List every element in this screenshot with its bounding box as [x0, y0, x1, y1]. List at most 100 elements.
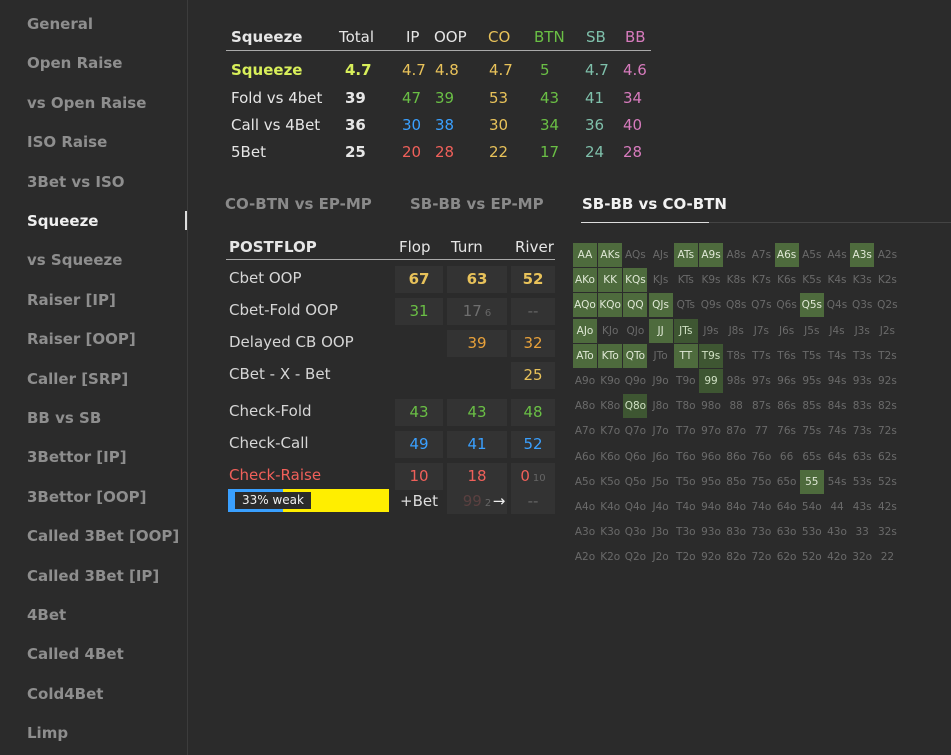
hand-cell: T9s	[699, 343, 723, 368]
sidebar-item-open-raise[interactable]: Open Raise	[27, 54, 123, 73]
active-tab-underline	[581, 222, 709, 223]
postflop-value: 48	[523, 403, 543, 421]
summary-value: 4.6	[623, 61, 647, 79]
summary-header-ip: IP	[406, 28, 420, 46]
postflop-value: 25	[523, 366, 543, 384]
hand-cell: A9o	[574, 375, 596, 387]
hand-cell: K2o	[600, 551, 621, 564]
hand-cell: 62s	[877, 450, 897, 463]
postflop-cell-turn: 43	[447, 399, 507, 426]
hand-cell: TT	[673, 343, 698, 368]
summary-value: 28	[623, 143, 643, 161]
sidebar-item-caller-srp[interactable]: Caller [SRP]	[27, 369, 129, 388]
hand-cell: Q5s	[799, 293, 824, 318]
postflop-value: 0	[520, 467, 530, 485]
sidebar-item-squeeze[interactable]: Squeeze	[27, 212, 99, 230]
summary-value: 34	[540, 116, 560, 134]
sidebar-item-called-3bet-oop[interactable]: Called 3Bet [OOP]	[27, 527, 180, 546]
hand-cell: 43o	[827, 526, 847, 539]
bet-river-cell: --	[511, 488, 555, 514]
hand-cell: K6s	[777, 274, 797, 287]
sidebar-item-3bet-vs-iso[interactable]: 3Bet vs ISO	[27, 172, 125, 191]
hand-cell: 85s	[802, 400, 822, 413]
hand-cell: 74o	[751, 501, 772, 513]
hand-cell: JTs	[673, 318, 698, 343]
hand-cell: AKo	[573, 268, 597, 293]
hand-cell: 42s	[877, 501, 897, 513]
hand-cell: 32o	[852, 551, 873, 564]
sidebar-item-cold4bet[interactable]: Cold4Bet	[27, 684, 104, 703]
hand-cell: T8o	[676, 400, 696, 413]
postflop-header-flop: Flop	[399, 238, 431, 256]
hand-cell: K5o	[600, 475, 621, 488]
summary-value: 38	[435, 116, 455, 134]
postflop-cell-flop: 67	[395, 266, 443, 293]
postflop-row-label: Delayed CB OOP	[229, 333, 354, 351]
sidebar-item-limp[interactable]: Limp	[27, 724, 69, 743]
sidebar-item-vs-open-raise[interactable]: vs Open Raise	[27, 93, 147, 112]
hand-cell: Q8o	[623, 394, 648, 419]
postflop-value: 52	[523, 435, 543, 453]
postflop-cell-turn: 18	[447, 463, 507, 490]
hand-cell: 53o	[801, 526, 822, 539]
hand-cell: 66	[779, 450, 794, 463]
summary-header-squeeze: Squeeze	[231, 28, 303, 46]
hand-cell: 96o	[701, 450, 721, 463]
hand-cell: K4o	[600, 501, 621, 513]
bet-label: +Bet	[400, 492, 438, 510]
summary-value: 39	[345, 89, 366, 107]
hand-cell: 87o	[726, 425, 747, 438]
tab-sb-bb-vs-ep-mp[interactable]: SB-BB vs EP-MP	[410, 195, 544, 213]
hand-cell: J7s	[753, 324, 770, 337]
sidebar-item-called-3bet-ip[interactable]: Called 3Bet [IP]	[27, 566, 160, 585]
hand-cell: T6o	[676, 450, 696, 463]
tab-co-btn-vs-ep-mp[interactable]: CO-BTN vs EP-MP	[225, 195, 372, 213]
sidebar-item-raiser-oop[interactable]: Raiser [OOP]	[27, 330, 136, 349]
hand-cell: JJ	[648, 318, 673, 343]
sidebar-item-4bet[interactable]: 4Bet	[27, 606, 67, 624]
summary-value: 41	[585, 89, 605, 107]
hand-cell: KJs	[652, 274, 669, 287]
hand-cell: K2s	[877, 274, 897, 287]
sidebar-item-vs-squeeze[interactable]: vs Squeeze	[27, 251, 123, 270]
summary-row-label: Squeeze	[231, 61, 303, 79]
hand-cell: A4s	[827, 249, 847, 261]
hand-cell: J6o	[652, 450, 669, 463]
postflop-value: 10	[409, 467, 429, 485]
sidebar-item-bb-vs-sb[interactable]: BB vs SB	[27, 409, 102, 427]
postflop-row-label: Cbet-Fold OOP	[229, 301, 338, 319]
postflop-value: 31	[409, 302, 429, 320]
hand-cell: K3s	[852, 274, 872, 287]
hand-cell: AKs	[598, 243, 623, 267]
summary-value: 30	[489, 116, 509, 134]
sidebar-item-3bettor-ip[interactable]: 3Bettor [IP]	[27, 448, 127, 467]
sidebar-item-general[interactable]: General	[27, 15, 93, 33]
hand-cell: KQo	[598, 293, 623, 318]
hand-cell: 52s	[877, 475, 897, 488]
sidebar-item-iso-raise[interactable]: ISO Raise	[27, 133, 108, 152]
hand-cell: Q9o	[624, 375, 647, 387]
summary-value: 28	[435, 143, 455, 161]
hand-cell: 75o	[751, 475, 772, 488]
hand-cell: 55	[799, 469, 824, 494]
hand-cell: 53s	[852, 475, 872, 488]
sidebar-item-3bettor-oop[interactable]: 3Bettor [OOP]	[27, 487, 147, 506]
summary-value: 39	[435, 89, 455, 107]
hand-cell: 54o	[801, 501, 822, 513]
hand-cell: QTs	[676, 299, 695, 312]
hand-cell: A6o	[574, 450, 596, 463]
hand-cell: Q8s	[725, 299, 747, 312]
hand-cell: 97s	[751, 375, 771, 387]
hand-cell: J7o	[652, 425, 669, 438]
hand-cell: T6s	[777, 349, 796, 362]
sidebar-item-raiser-ip[interactable]: Raiser [IP]	[27, 290, 116, 309]
sidebar-item-called-4bet[interactable]: Called 4Bet	[27, 645, 124, 664]
postflop-header-turn: Turn	[451, 238, 483, 256]
postflop-cell-turn: 63	[447, 266, 507, 293]
hand-cell: 84s	[827, 400, 847, 413]
tab-sb-bb-vs-co-btn[interactable]: SB-BB vs CO-BTN	[582, 195, 727, 213]
hand-cell: 97o	[701, 425, 721, 438]
summary-value: 4.7	[489, 61, 513, 79]
hand-cell: JTo	[653, 349, 668, 362]
postflop-value: 63	[466, 270, 488, 288]
